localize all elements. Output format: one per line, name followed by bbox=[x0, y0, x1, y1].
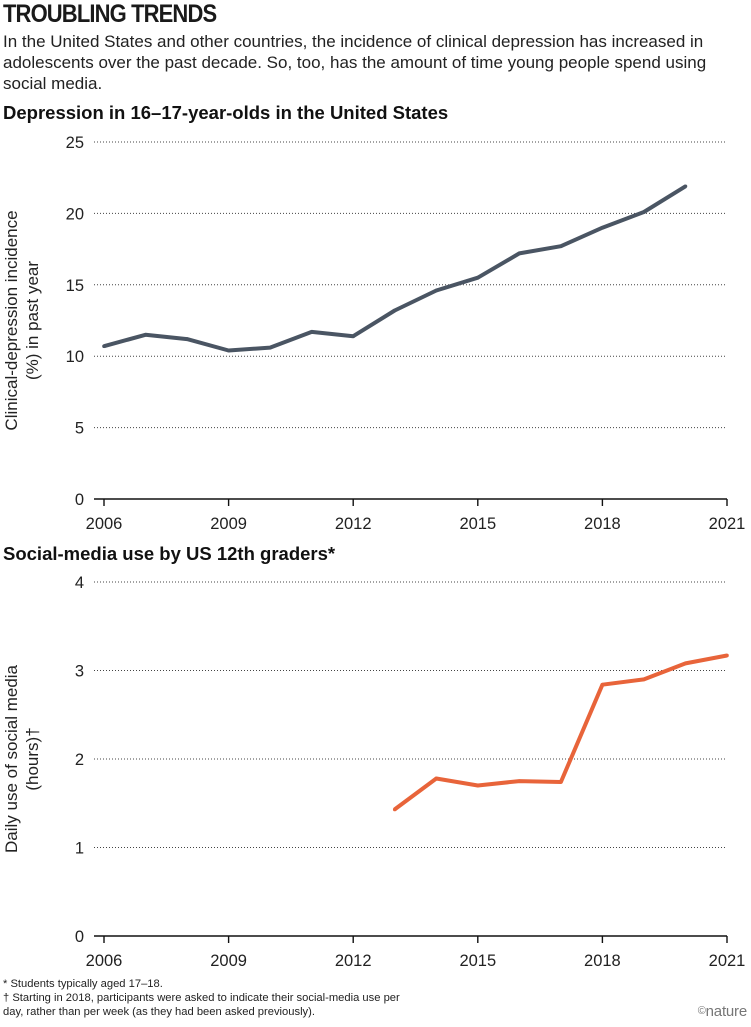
data-point bbox=[268, 345, 272, 350]
x-tick-label: 2021 bbox=[709, 515, 746, 533]
data-point bbox=[683, 661, 688, 666]
nature-logo: ©nature bbox=[698, 1003, 747, 1020]
y-tick-label: 1 bbox=[75, 840, 84, 858]
intro-text: In the United States and other countries… bbox=[3, 32, 707, 93]
x-tick-label: 2006 bbox=[86, 952, 123, 970]
data-point bbox=[309, 330, 314, 334]
data-point bbox=[476, 275, 480, 280]
y-tick-label: 4 bbox=[75, 574, 84, 592]
footnote-1: * Students typically aged 17–18. bbox=[3, 978, 163, 990]
logo-text: nature bbox=[705, 1003, 748, 1020]
y-axis-label: Clinical-depression incidence bbox=[2, 210, 21, 430]
data-point bbox=[434, 776, 439, 781]
data-point bbox=[600, 225, 605, 230]
data-point bbox=[600, 682, 605, 687]
x-tick-label: 2012 bbox=[335, 952, 372, 970]
data-point bbox=[559, 780, 563, 784]
y-tick-label: 0 bbox=[75, 928, 84, 946]
y-tick-label: 15 bbox=[66, 277, 84, 295]
data-point bbox=[725, 653, 729, 658]
x-tick-label: 2018 bbox=[584, 515, 621, 533]
x-tick-label: 2015 bbox=[459, 515, 496, 533]
x-tick-label: 2006 bbox=[86, 515, 123, 533]
data-point bbox=[392, 807, 397, 812]
x-tick-label: 2018 bbox=[584, 952, 621, 970]
series-line bbox=[393, 653, 728, 812]
y-tick-label: 25 bbox=[66, 134, 84, 152]
y-axis-label: Daily use of social media bbox=[2, 664, 21, 853]
copyright-symbol: © bbox=[697, 1005, 706, 1017]
data-point bbox=[185, 337, 189, 341]
y-tick-label: 5 bbox=[75, 420, 84, 438]
y-tick-label: 20 bbox=[66, 205, 84, 223]
y-tick-label: 3 bbox=[75, 663, 84, 681]
footnote-2: † Starting in 2018, participants were as… bbox=[3, 992, 400, 1004]
figure-title: TROUBLING TRENDS bbox=[3, 0, 217, 28]
data-point bbox=[476, 783, 480, 788]
chart-2-title: Social-media use by US 12th graders* bbox=[3, 543, 336, 564]
data-point bbox=[143, 332, 148, 337]
data-point bbox=[517, 251, 522, 256]
y-tick-label: 10 bbox=[66, 348, 84, 366]
x-tick-label: 2021 bbox=[709, 952, 746, 970]
y-tick-label: 0 bbox=[75, 491, 84, 509]
data-point bbox=[102, 344, 106, 349]
x-tick-label: 2015 bbox=[459, 952, 496, 970]
data-point bbox=[392, 308, 397, 313]
footnote-3: day, rather than per week (as they had b… bbox=[3, 1006, 315, 1018]
chart-1-title: Depression in 16–17-year-olds in the Uni… bbox=[3, 102, 449, 123]
depression-chart: 0 5 10 15 20 25 2006 2009 2012 2015 2018 2021 Clinic… bbox=[2, 134, 746, 533]
data-point bbox=[226, 348, 231, 353]
y-axis-label: (%) in past year bbox=[23, 261, 42, 380]
x-tick-label: 2012 bbox=[335, 515, 372, 533]
social-media-chart: 0 1 2 3 4 2006 2009 2012 2015 2018 2021 Daily use o… bbox=[2, 574, 746, 970]
y-axis-label: (hours)† bbox=[23, 727, 42, 790]
x-tick-label: 2009 bbox=[210, 515, 247, 533]
y-tick-label: 2 bbox=[75, 751, 84, 769]
data-point bbox=[351, 334, 356, 339]
data-point bbox=[683, 184, 688, 189]
data-point bbox=[642, 210, 646, 214]
data-point bbox=[517, 779, 522, 783]
footnotes: * Students typically aged 17–18. † Start… bbox=[3, 977, 400, 1019]
data-point bbox=[642, 677, 646, 682]
data-point bbox=[434, 288, 439, 293]
x-tick-label: 2009 bbox=[210, 952, 247, 970]
data-point bbox=[559, 244, 563, 249]
